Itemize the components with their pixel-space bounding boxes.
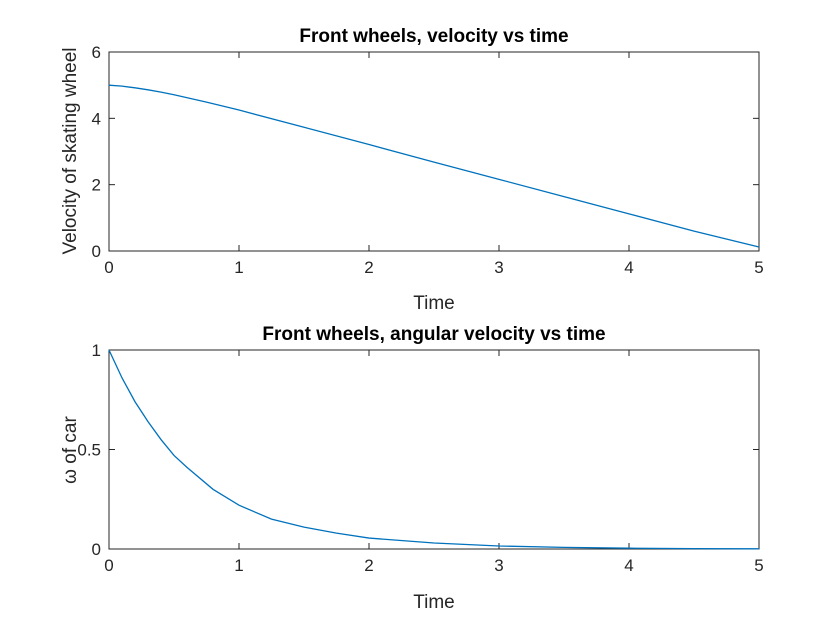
- x-tick-label: 3: [494, 556, 503, 575]
- y-tick-label: 0: [92, 540, 101, 559]
- axes-frame: [108, 51, 760, 252]
- x-tick-label: 3: [494, 258, 503, 277]
- y-tick-label: 0.5: [77, 441, 101, 460]
- x-tick-label: 2: [364, 258, 373, 277]
- y-axis-label: ω of car: [60, 416, 81, 484]
- x-tick-label: 0: [104, 556, 113, 575]
- y-tick-label: 4: [92, 109, 101, 128]
- series-line: [108, 84, 760, 248]
- x-tick-label: 4: [624, 258, 633, 277]
- x-tick-label: 0: [104, 258, 113, 277]
- x-tick-label: 1: [234, 258, 243, 277]
- y-axis-label: Velocity of skating wheel: [60, 47, 81, 254]
- series-line: [108, 349, 760, 550]
- chart-title: Front wheels, velocity vs time: [299, 26, 568, 47]
- subplot-angular-velocity: Front wheels, angular velocity vs time T…: [60, 324, 764, 613]
- x-tick-label: 5: [754, 556, 763, 575]
- x-tick-label: 1: [234, 556, 243, 575]
- plot-area: 0 1 2 3 4 5 0 0.5 1: [77, 341, 763, 575]
- x-axis-label: Time: [413, 592, 455, 613]
- x-tick-label: 4: [624, 556, 633, 575]
- x-tick-label: 5: [754, 258, 763, 277]
- x-axis-label: Time: [413, 293, 455, 314]
- x-tick-label: 2: [364, 556, 373, 575]
- y-tick-label: 0: [92, 242, 101, 261]
- y-tick-label: 2: [92, 176, 101, 195]
- y-tick-label: 6: [92, 43, 101, 62]
- y-tick-label: 1: [92, 341, 101, 360]
- chart-title: Front wheels, angular velocity vs time: [262, 324, 605, 345]
- subplot-velocity: Front wheels, velocity vs time Time Velo…: [60, 26, 764, 314]
- plot-area: 0 1 2 3 4 5 0 2 4 6: [92, 43, 764, 277]
